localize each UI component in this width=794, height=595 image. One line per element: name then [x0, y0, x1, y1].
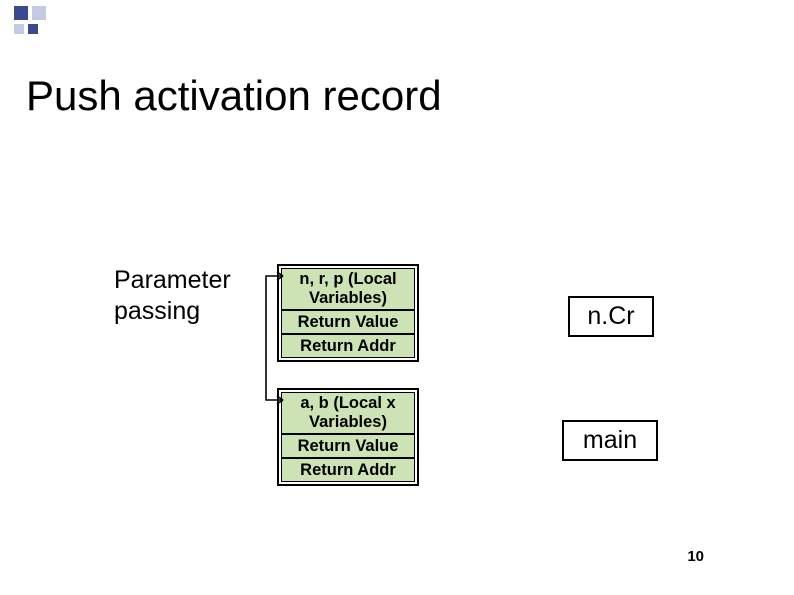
frame-label-ncr: n.Cr	[568, 296, 654, 337]
label-line: Parameter	[114, 266, 231, 294]
deco-square	[28, 24, 38, 34]
cell-return-addr: Return Addr	[281, 334, 415, 358]
cell-return-value: Return Value	[281, 310, 415, 334]
cell-return-addr: Return Addr	[281, 458, 415, 482]
label-line: passing	[114, 297, 200, 325]
activation-record-top: n, r, p (Local Variables) Return Value R…	[277, 264, 419, 362]
parameter-passing-label: Parameter passing	[114, 265, 231, 328]
slide-deco	[14, 6, 46, 38]
cell-local-vars: a, b (Local x Variables)	[281, 392, 415, 434]
deco-square	[14, 24, 24, 34]
activation-record-bottom: a, b (Local x Variables) Return Value Re…	[277, 388, 419, 486]
page-number: 10	[687, 548, 704, 565]
slide-title: Push activation record	[26, 72, 442, 120]
deco-square	[14, 6, 28, 20]
deco-square	[32, 6, 46, 20]
cell-local-vars: n, r, p (Local Variables)	[281, 268, 415, 310]
cell-return-value: Return Value	[281, 434, 415, 458]
frame-label-main: main	[562, 420, 658, 461]
